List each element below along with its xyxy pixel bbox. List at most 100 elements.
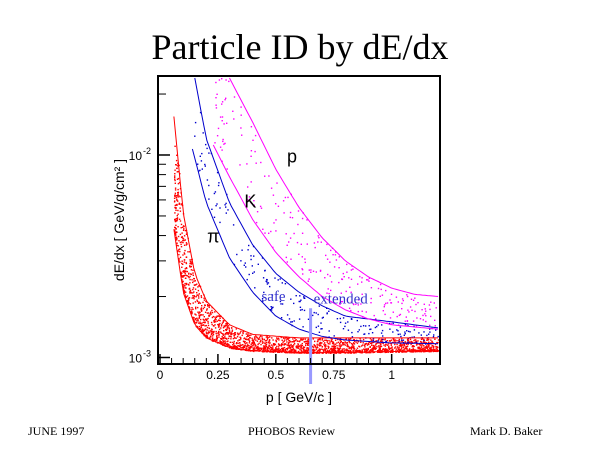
data-point [379, 346, 382, 348]
data-point [239, 342, 241, 344]
data-point [228, 332, 230, 334]
data-point [239, 164, 241, 166]
data-point [183, 244, 186, 246]
data-point [177, 183, 180, 185]
data-point [288, 341, 290, 344]
data-point [202, 314, 204, 316]
data-point [359, 338, 361, 340]
data-point [325, 351, 327, 353]
data-point [350, 318, 353, 320]
data-point [215, 107, 218, 109]
data-point [429, 331, 431, 333]
data-point [367, 347, 369, 350]
data-point [200, 327, 202, 329]
data-point [198, 315, 201, 318]
data-point [322, 316, 324, 319]
data-point [253, 338, 256, 340]
data-point [372, 339, 375, 341]
data-point [432, 336, 435, 338]
data-point [310, 269, 312, 271]
axis-ticks: 0 0.25 0.5 0.75 110-310-2 [129, 93, 427, 382]
data-point [288, 346, 290, 348]
data-point [387, 351, 389, 353]
data-point [330, 281, 333, 283]
data-point [242, 344, 244, 346]
data-point [406, 348, 408, 350]
data-point [305, 344, 307, 347]
data-point [211, 323, 213, 326]
data-point [320, 322, 322, 324]
data-point [412, 299, 415, 301]
data-point [372, 347, 374, 349]
data-point [253, 346, 255, 348]
data-point [338, 348, 341, 351]
data-point [176, 203, 178, 206]
data-point [320, 328, 322, 330]
data-point [176, 217, 179, 219]
data-point [291, 349, 294, 351]
data-point [270, 309, 273, 311]
data-point [186, 267, 188, 270]
data-point [181, 281, 184, 284]
data-point [313, 350, 315, 353]
data-point [280, 344, 283, 346]
data-point [421, 348, 424, 350]
data-point [210, 336, 212, 338]
data-point [365, 311, 367, 313]
data-point [372, 341, 374, 344]
data-point [177, 213, 179, 215]
data-point [201, 329, 203, 331]
data-point [184, 285, 186, 287]
data-point [299, 349, 301, 351]
data-point [283, 343, 285, 345]
data-point [361, 293, 363, 295]
data-point [185, 244, 188, 246]
data-point [357, 283, 359, 285]
data-point [176, 218, 179, 220]
data-point [351, 345, 354, 347]
data-point [262, 228, 264, 230]
data-point [325, 352, 327, 354]
data-point [240, 260, 242, 262]
data-point [430, 349, 433, 351]
data-point [191, 279, 193, 281]
data-point [277, 337, 280, 340]
data-point [399, 343, 402, 346]
data-point [250, 155, 252, 157]
data-point [433, 345, 435, 348]
data-point [223, 123, 225, 125]
data-point [195, 306, 197, 308]
data-point [181, 236, 183, 238]
data-point [388, 345, 390, 347]
data-point [285, 256, 287, 259]
data-point [435, 307, 437, 309]
footer-author: Mark D. Baker [470, 424, 543, 438]
data-point [293, 352, 295, 354]
data-point [247, 334, 249, 336]
data-point [429, 328, 431, 330]
data-point [317, 338, 319, 341]
data-point [197, 295, 200, 297]
data-point [331, 348, 333, 350]
data-point [273, 343, 276, 345]
data-point [200, 314, 202, 316]
data-point [380, 340, 382, 342]
data-point [413, 336, 415, 338]
data-point [210, 333, 213, 336]
data-point [286, 337, 288, 340]
data-point [175, 228, 177, 230]
data-point [252, 344, 254, 347]
data-point [422, 319, 424, 321]
data-point [202, 324, 205, 326]
data-point [218, 330, 220, 333]
data-point [365, 350, 367, 352]
data-point [335, 351, 337, 353]
data-point [368, 351, 370, 354]
data-point [423, 303, 425, 305]
data-point [415, 341, 418, 344]
data-point [307, 344, 309, 346]
data-point [264, 269, 266, 272]
data-point [228, 330, 231, 333]
data-point [250, 258, 252, 261]
data-point [231, 330, 233, 333]
